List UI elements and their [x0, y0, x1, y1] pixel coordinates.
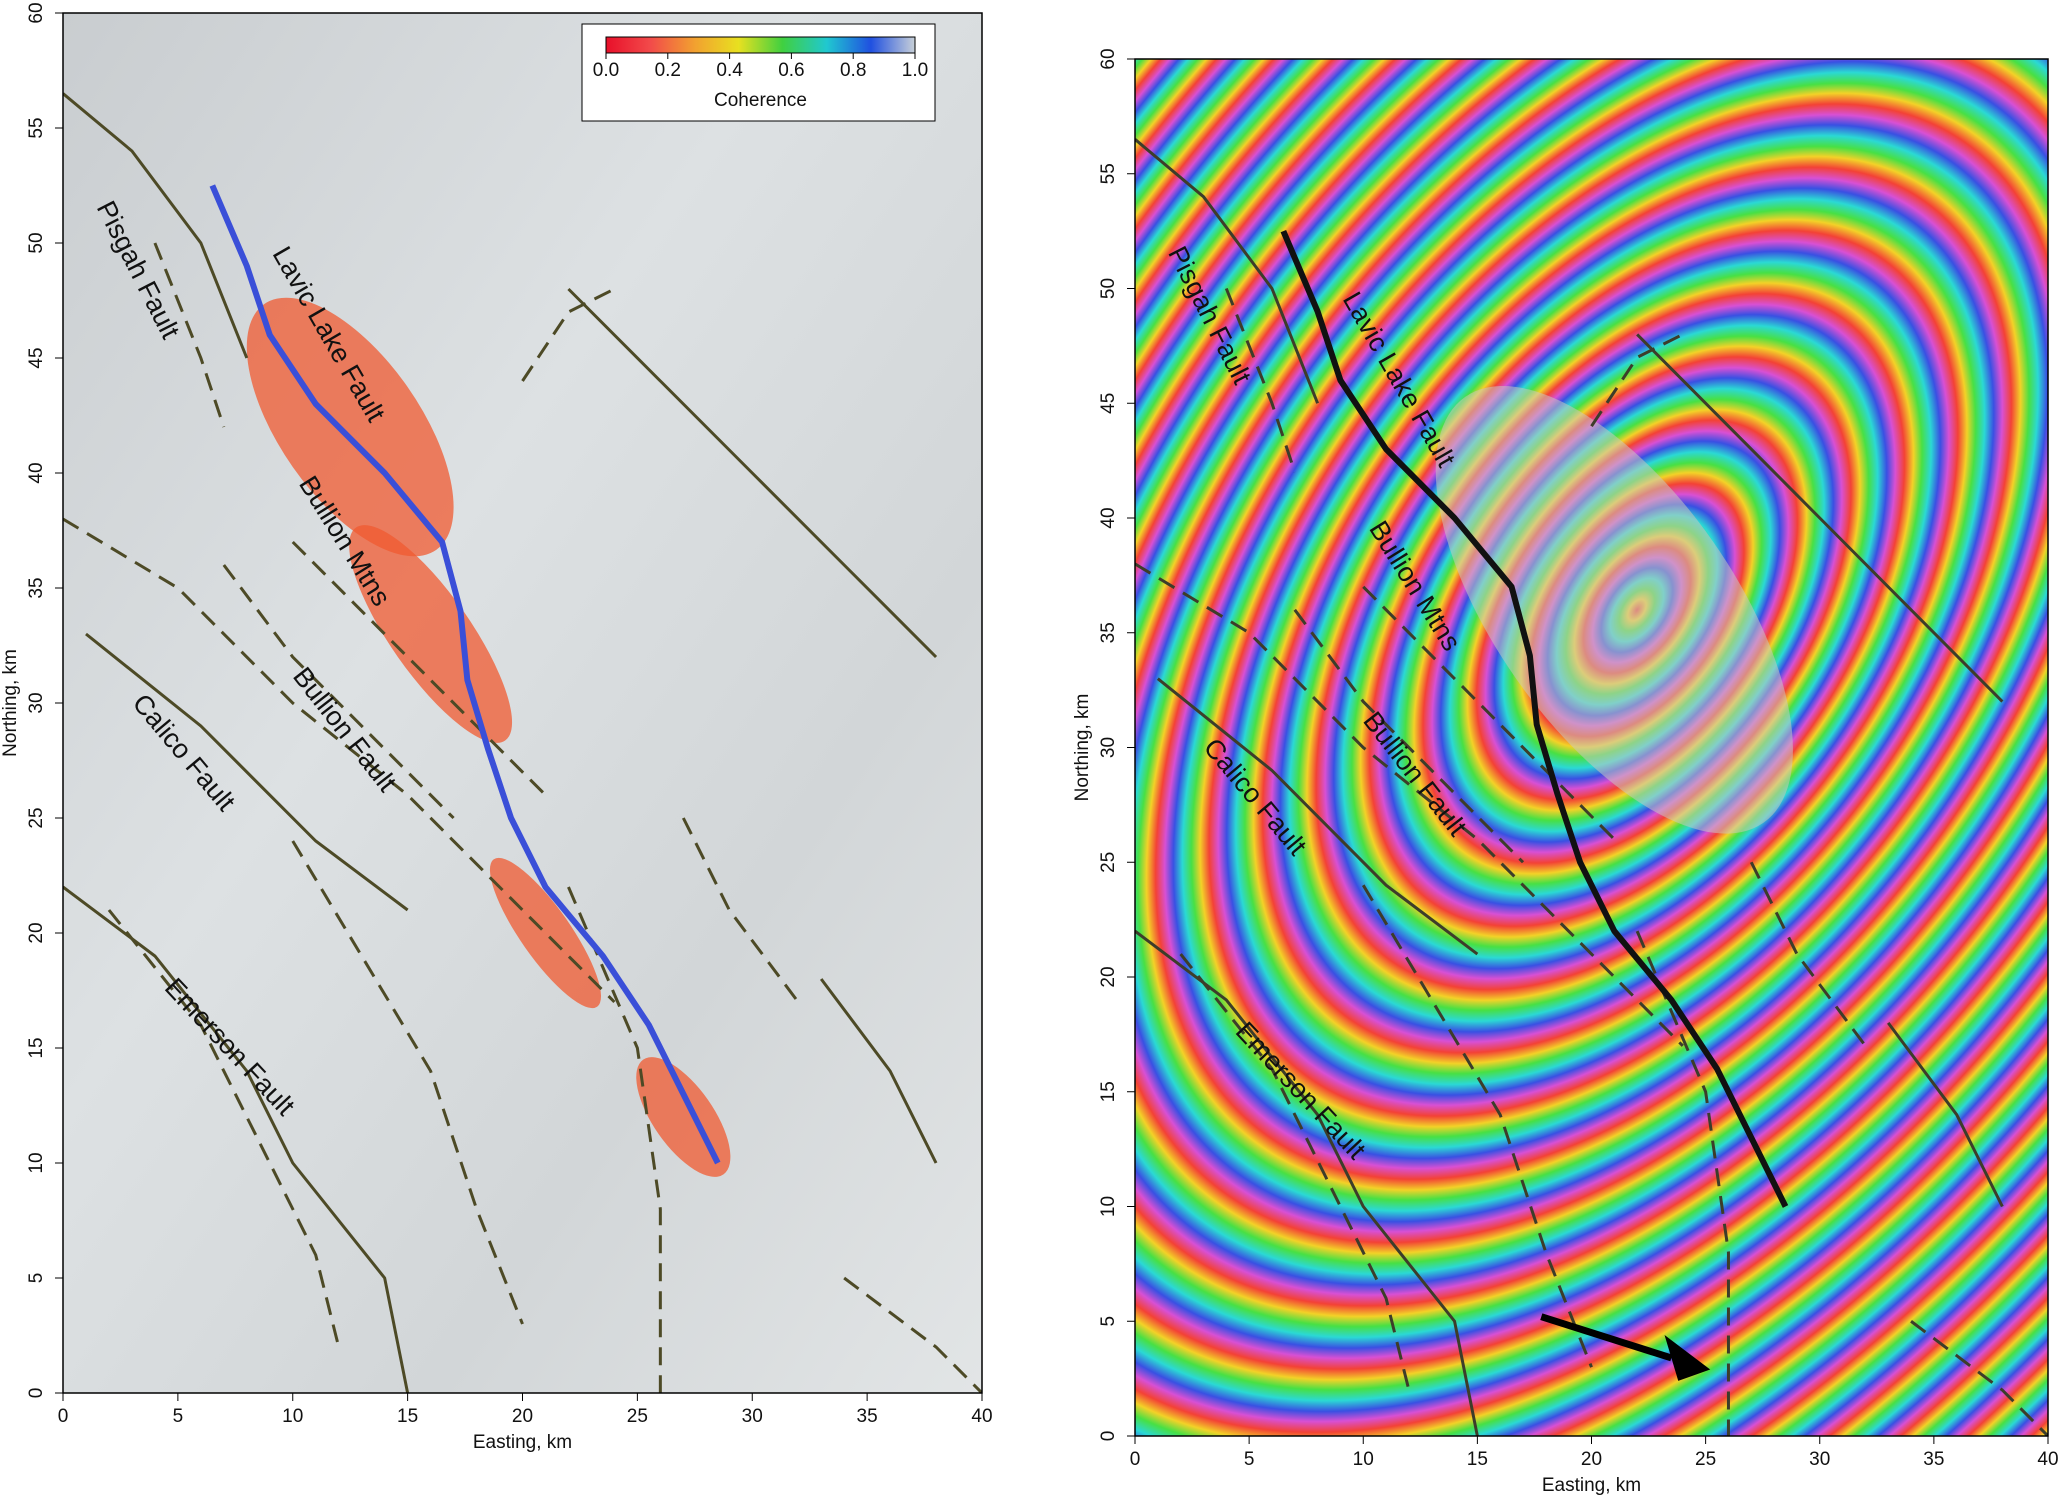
arrow-head [1664, 1335, 1711, 1381]
x-tick-label: 20 [512, 1406, 533, 1427]
y-tick-label: 45 [26, 347, 47, 368]
fault-trace [1910, 1320, 2048, 1436]
colorbar-tick-label: 0.6 [778, 60, 804, 81]
y-tick-label: 60 [1098, 48, 1119, 69]
x-tick-label: 30 [742, 1406, 763, 1427]
y-axis-label: Northing, km [0, 649, 21, 757]
map-background [63, 13, 982, 1393]
y-tick-label: 30 [1098, 737, 1119, 758]
y-tick-label: 20 [1098, 966, 1119, 987]
fault-trace [153, 242, 226, 428]
y-tick-label: 45 [1098, 393, 1119, 414]
colorbar-tick-label: 0.8 [840, 60, 866, 81]
fault-trace [1361, 884, 1593, 1368]
y-tick-label: 35 [26, 577, 47, 598]
fault-trace [521, 287, 616, 382]
coherence-loss [489, 857, 602, 1009]
x-tick-label: 35 [1923, 1449, 1944, 1470]
fault-trace [1590, 333, 1684, 428]
x-tick-label: 20 [1581, 1449, 1602, 1470]
x-tick-label: 15 [397, 1406, 418, 1427]
y-tick-label: 15 [1098, 1081, 1119, 1102]
x-tick-label: 25 [627, 1406, 648, 1427]
y-tick-label: 25 [1098, 852, 1119, 873]
y-tick-label: 5 [1098, 1316, 1119, 1327]
fault-trace [1156, 677, 1479, 956]
fault-trace [63, 92, 249, 359]
fault-trace [1135, 138, 1319, 404]
fault-trace [63, 885, 410, 1393]
x-tick-label: 10 [282, 1406, 303, 1427]
fault-trace [1636, 333, 2004, 703]
fault-trace [1635, 930, 1730, 1436]
x-tick-label: 35 [857, 1406, 878, 1427]
y-tick-label: 50 [1098, 278, 1119, 299]
fault-trace [1293, 608, 1525, 864]
fault-trace [567, 287, 938, 659]
colorbar-tick-label: 1.0 [902, 60, 928, 81]
low-coherence [1435, 385, 1793, 834]
x-tick-label: 40 [971, 1406, 992, 1427]
y-tick-label: 50 [26, 232, 47, 253]
displacement-arrow [1540, 1313, 1673, 1362]
y-tick-label: 0 [26, 1388, 47, 1399]
colorbar-tick-label: 0.0 [593, 60, 619, 81]
fault-trace [1362, 585, 1616, 841]
x-tick-label: 10 [1353, 1449, 1374, 1470]
x-axis-label: Easting, km [1542, 1475, 1641, 1496]
colorbar-tick-label: 0.2 [655, 60, 681, 81]
y-tick-label: 20 [26, 922, 47, 943]
y-tick-label: 10 [26, 1152, 47, 1173]
fault-trace [819, 978, 938, 1164]
fault-trace [222, 564, 455, 820]
fault-trace [567, 886, 662, 1393]
x-tick-label: 0 [1130, 1449, 1141, 1470]
y-tick-label: 0 [1098, 1431, 1119, 1442]
y-tick-label: 55 [1098, 163, 1119, 184]
x-tick-label: 5 [173, 1406, 184, 1427]
colorbar [605, 36, 916, 54]
fault-trace [1749, 861, 1867, 1047]
y-tick-label: 15 [26, 1037, 47, 1058]
colorbar-label: Coherence [714, 90, 807, 111]
fault-trace [1135, 929, 1479, 1436]
x-tick-label: 0 [58, 1406, 69, 1427]
y-tick-label: 60 [26, 2, 47, 23]
x-tick-label: 5 [1244, 1449, 1255, 1470]
fault-trace [1887, 1022, 2004, 1208]
y-tick-label: 55 [26, 117, 47, 138]
y-tick-label: 25 [26, 807, 47, 828]
y-tick-label: 5 [26, 1273, 47, 1284]
y-tick-label: 40 [26, 462, 47, 483]
fault-trace [681, 817, 800, 1003]
fault-trace [843, 1276, 982, 1393]
y-tick-label: 40 [1098, 507, 1119, 528]
fault-trace [63, 517, 616, 1004]
fault-trace [1179, 953, 1411, 1391]
fault-trace [85, 632, 409, 912]
x-tick-label: 15 [1467, 1449, 1488, 1470]
fault-trace [1224, 287, 1297, 473]
rupture-trace [1280, 229, 1789, 1208]
x-axis-label: Easting, km [473, 1432, 572, 1453]
fault-trace [1135, 562, 1684, 1047]
y-axis-label: Northing, km [1072, 694, 1093, 802]
fault-trace [291, 840, 524, 1325]
rupture-trace [209, 184, 721, 1165]
fault-trace [291, 540, 547, 797]
x-tick-label: 25 [1695, 1449, 1716, 1470]
y-tick-label: 30 [26, 692, 47, 713]
y-tick-label: 35 [1098, 622, 1119, 643]
y-tick-label: 10 [1098, 1196, 1119, 1217]
x-tick-label: 30 [1809, 1449, 1830, 1470]
fault-trace [107, 909, 341, 1348]
x-tick-label: 40 [2037, 1449, 2058, 1470]
colorbar-tick-label: 0.4 [716, 60, 743, 81]
